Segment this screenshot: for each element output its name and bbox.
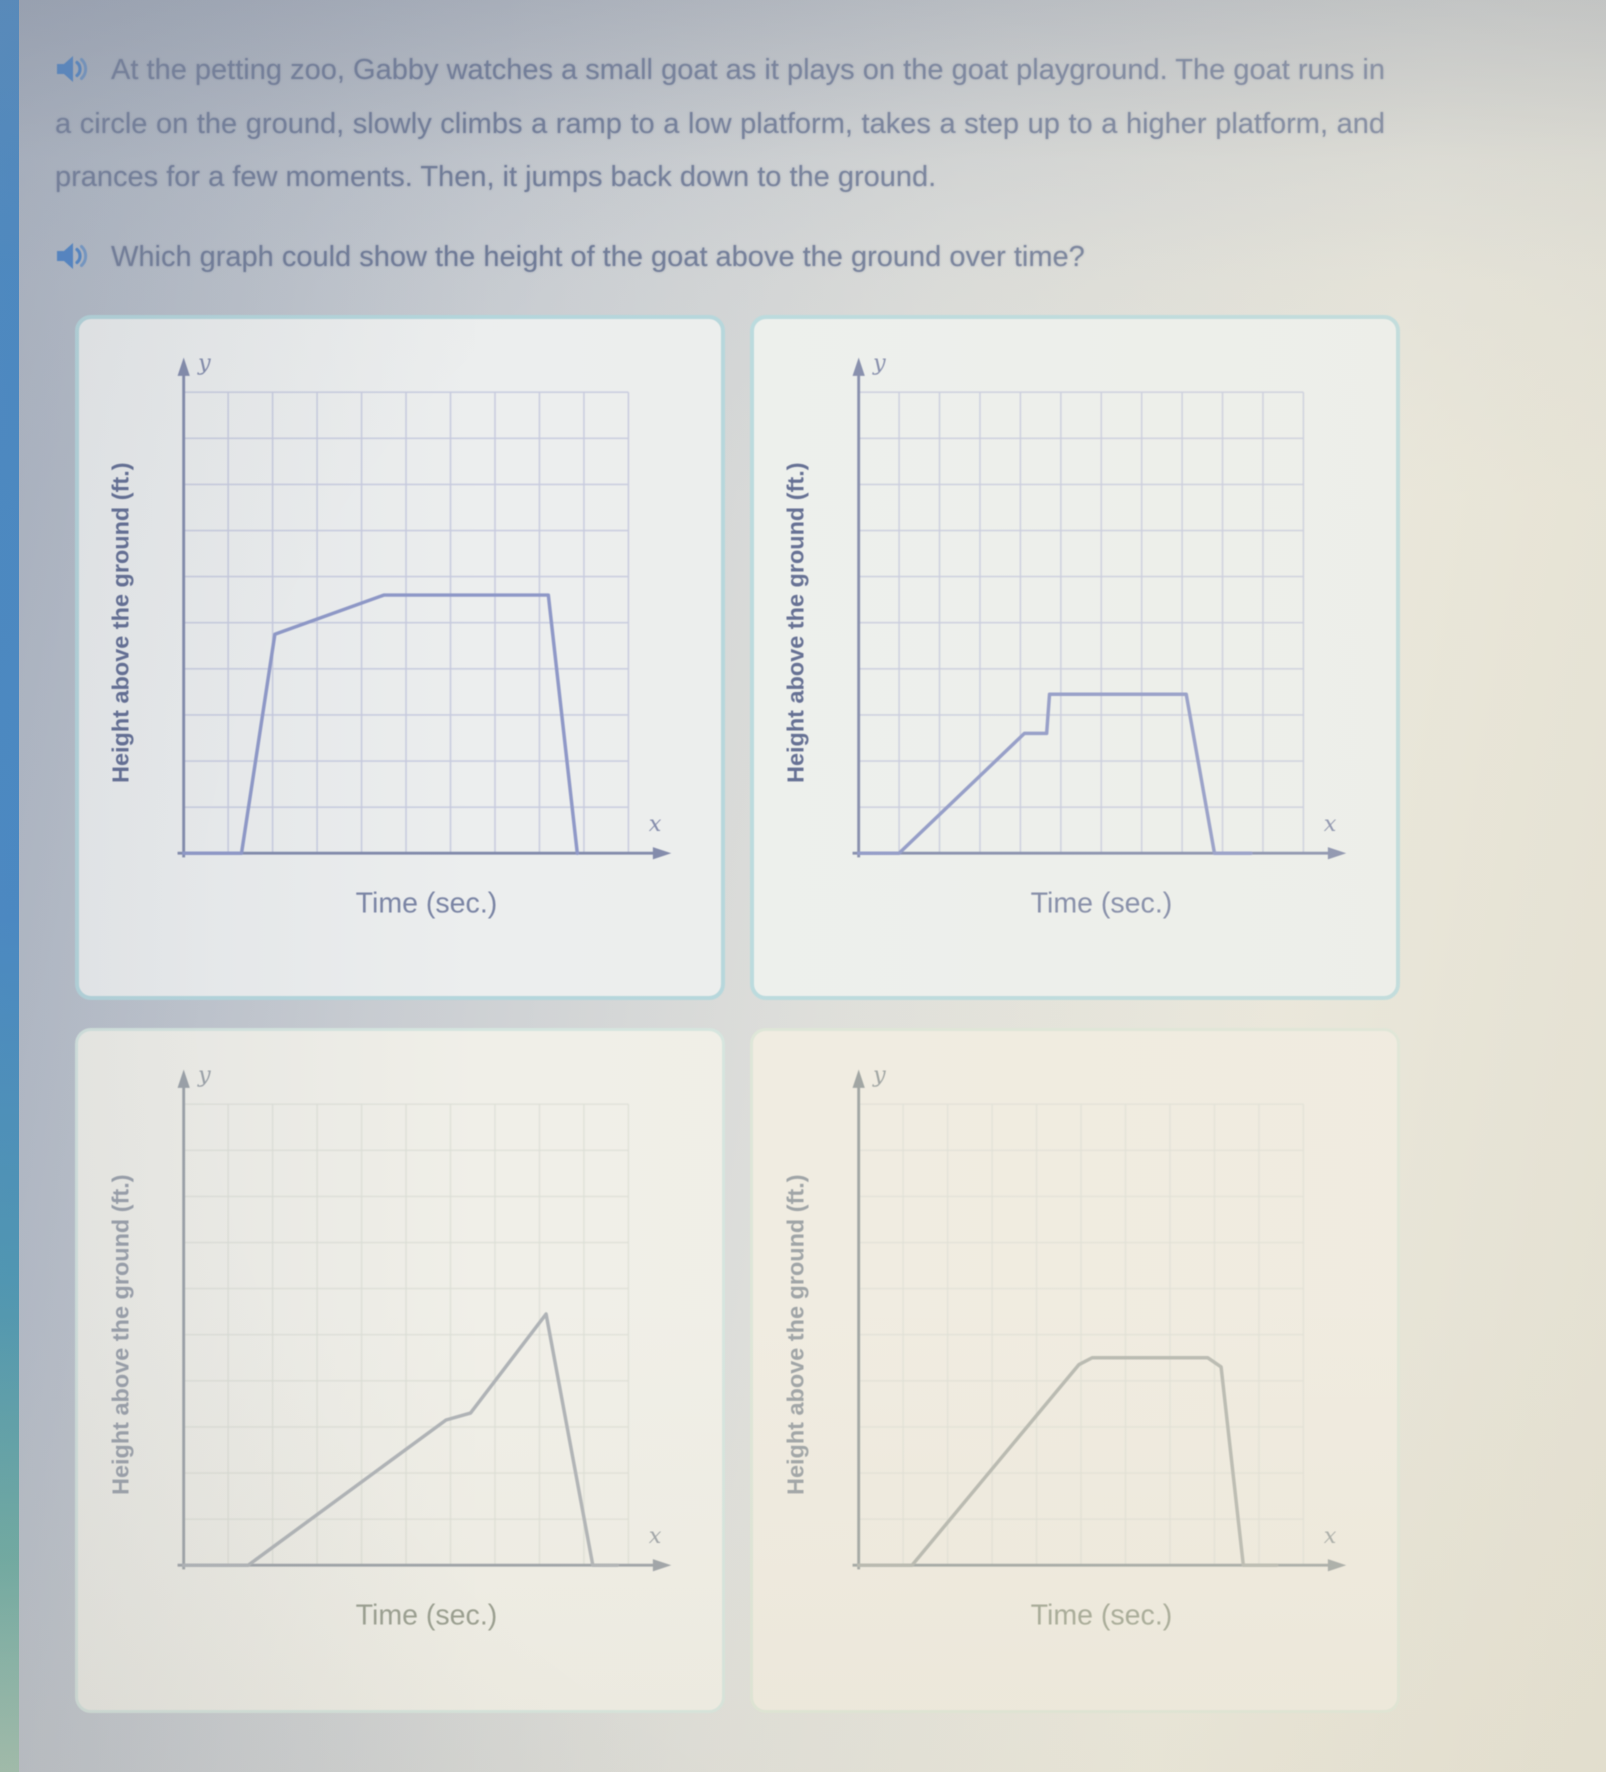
problem-statement-text: At the petting zoo, Gabby watches a smal…	[55, 54, 1385, 194]
answer-choice-grid: y x Height above the ground (ft.) Time (sec…	[75, 314, 1400, 1713]
line-chart-canvas: y x Height above the ground (ft.) Time (sec…	[108, 349, 672, 919]
svg-text:y: y	[872, 1061, 886, 1087]
lesson-page: At the petting zoo, Gabby watches a smal…	[19, 0, 1606, 1772]
svg-text:y: y	[197, 349, 211, 375]
answer-graph-4[interactable]: y x Height above the ground (ft.) Time (sec…	[750, 1027, 1400, 1713]
answer-graph-2[interactable]: y x Height above the ground (ft.) Time (sec…	[750, 314, 1400, 1000]
svg-text:Height above the ground (ft.): Height above the ground (ft.)	[783, 1174, 809, 1495]
question-block: Which graph could show the height of the…	[55, 231, 1455, 285]
problem-statement-block: At the petting zoo, Gabby watches a smal…	[55, 44, 1385, 205]
svg-text:Time (sec.): Time (sec.)	[356, 1599, 498, 1631]
line-chart-canvas: y x Height above the ground (ft.) Time (sec…	[783, 349, 1347, 919]
window-edge-strip	[0, 0, 19, 1772]
svg-text:x: x	[649, 1522, 662, 1548]
svg-text:x: x	[649, 810, 662, 836]
svg-text:x: x	[1324, 1522, 1337, 1548]
svg-text:y: y	[872, 349, 886, 375]
svg-text:y: y	[197, 1061, 211, 1087]
answer-graph-3[interactable]: y x Height above the ground (ft.) Time (sec…	[75, 1027, 725, 1713]
svg-text:Height above the ground (ft.): Height above the ground (ft.)	[783, 462, 809, 782]
svg-text:Time (sec.): Time (sec.)	[1031, 887, 1173, 919]
svg-text:Height above the ground (ft.): Height above the ground (ft.)	[108, 462, 134, 782]
svg-text:Time (sec.): Time (sec.)	[356, 887, 498, 919]
question-text: Which graph could show the height of the…	[111, 240, 1085, 273]
answer-graph-1[interactable]: y x Height above the ground (ft.) Time (sec…	[75, 314, 725, 1000]
svg-text:Time (sec.): Time (sec.)	[1031, 1599, 1173, 1631]
read-aloud-speaker-icon[interactable]	[55, 237, 89, 269]
line-chart-canvas: y x Height above the ground (ft.) Time (sec…	[783, 1061, 1347, 1631]
line-chart-canvas: y x Height above the ground (ft.) Time (sec…	[108, 1061, 672, 1631]
read-aloud-speaker-icon[interactable]	[55, 50, 89, 82]
svg-text:Height above the ground (ft.): Height above the ground (ft.)	[108, 1174, 134, 1495]
svg-text:x: x	[1324, 810, 1337, 836]
